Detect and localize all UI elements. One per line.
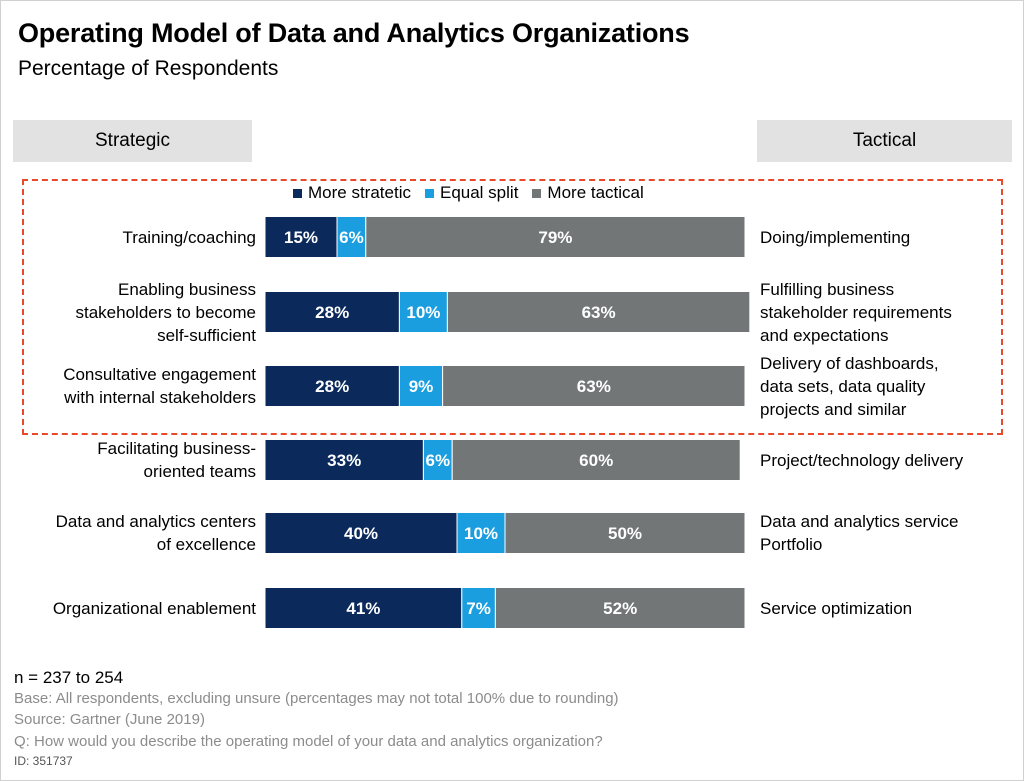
bar-equal-row-5 [461,587,496,629]
bar-equal-row-1 [398,291,448,333]
category-label-row-2: Consultative engagement with internal sta… [12,363,256,409]
data-label-tactical-row-5: 52% [603,599,637,618]
bar-strategic-row-2 [264,365,400,407]
data-label-tactical-row-4: 50% [608,524,642,543]
data-label-equal-row-1: 10% [406,303,440,322]
legend-label-equal: Equal split [439,183,519,202]
data-label-equal-row-3: 6% [426,451,451,470]
data-label-tactical-row-2: 63% [577,377,611,396]
tactical-label-line: Service optimization [760,598,913,618]
legend-item-equal: Equal split [424,183,519,203]
data-label-strategic-row-1: 28% [315,303,349,322]
data-label-tactical-row-3: 60% [579,451,613,470]
bar-strategic-row-5 [264,587,463,629]
legend-swatch-equal [424,188,434,198]
data-label-strategic-row-3: 33% [327,451,361,470]
bar-tactical-row-3 [451,439,741,481]
data-label-equal-row-4: 10% [464,524,498,543]
tactical-label-line: Data and analytics service [760,512,959,531]
tactical-header-label: Tactical [852,130,917,151]
category-label-line: Consultative engagement [63,365,256,384]
question-note: Q: How would you describe the operating … [14,733,603,750]
bar-tactical-row-1 [446,291,751,333]
category-label-line: Data and analytics centers [55,512,256,531]
tactical-label-row-0: Doing/implementing [760,226,1010,249]
bar-strategic-row-3 [264,439,424,481]
tactical-label-line: Project/technology delivery [760,450,964,470]
chart-legend: More stratetic Equal split More tactical [293,183,644,203]
data-label-equal-row-5: 7% [466,599,491,618]
tactical-label-line: and expectations [760,325,889,345]
tactical-label-line: Portfolio [760,535,823,554]
legend-item-tactical: More tactical [532,183,644,203]
legend-swatch-tactical [532,188,542,198]
category-label-line: of excellence [156,535,256,554]
data-label-tactical-row-0: 79% [538,228,572,247]
data-label-strategic-row-5: 41% [346,599,380,618]
legend-label-tactical: More tactical [547,183,644,202]
tactical-label-row-1: Fulfilling business stakeholder requireme… [760,278,1010,347]
bar-strategic-row-1 [264,291,400,333]
data-label-strategic-row-0: 15% [284,228,318,247]
tactical-label-row-3: Project/technology delivery [760,449,1010,472]
bar-tactical-row-0 [365,216,746,258]
source-note: Source: Gartner (June 2019) [14,711,205,728]
category-label-line: Organizational enablement [52,598,256,618]
chart-id: ID: 351737 [14,754,73,768]
tactical-header: Tactical [757,120,1012,162]
tactical-label-row-2: Delivery of dashboards, data sets, data q… [760,352,1010,421]
bar-equal-row-2 [398,365,444,407]
bar-equal-row-3 [422,439,453,481]
tactical-label-row-5: Service optimization [760,597,1010,620]
category-label-row-5: Organizational enablement [12,597,256,620]
tactical-label-line: data sets, data quality [760,376,926,396]
chart-title: Operating Model of Data and Analytics Or… [18,18,690,48]
category-label-row-4: Data and analytics centers of excellence [12,510,256,556]
sample-size: n = 237 to 254 [14,668,124,687]
category-label-row-1: Enabling business stakeholders to become s… [12,278,257,347]
tactical-label-line: projects and similar [760,399,907,419]
bar-strategic-row-0 [264,216,338,258]
highlight-box [22,179,1003,435]
category-label-line: with internal stakeholders [64,388,256,407]
tactical-label-line: Fulfilling business [760,279,895,299]
bar-tactical-row-2 [442,365,746,407]
category-label-line: Training/coaching [122,227,256,247]
data-label-equal-row-0: 6% [339,228,364,247]
strategic-header: Strategic [13,120,252,162]
legend-swatch-strategic [293,188,302,198]
tactical-label-line: stakeholder requirements [760,302,952,322]
category-label-row-3: Facilitating business-oriented teams [12,437,256,483]
bar-tactical-row-4 [504,512,746,554]
category-label-line: Enabling business [118,279,256,299]
category-label-line: Facilitating business- [97,439,256,458]
legend-label-strategic: More stratetic [308,183,411,202]
base-note: Base: All respondents, excluding unsure … [14,690,619,707]
tactical-label-line: Delivery of dashboards, [760,353,939,373]
data-label-strategic-row-2: 28% [315,377,349,396]
tactical-label-row-4: Data and analytics service Portfolio [760,510,1010,556]
category-label-line: stakeholders to become [75,302,257,322]
data-label-strategic-row-4: 40% [344,524,378,543]
strategic-header-label: Strategic [95,130,170,151]
bar-strategic-row-4 [264,512,458,554]
category-label-line: self-sufficient [157,325,256,345]
data-label-tactical-row-1: 63% [582,303,616,322]
bar-equal-row-0 [336,216,367,258]
category-label-line: oriented teams [143,462,256,481]
legend-item-strategic: More stratetic [293,183,411,203]
data-label-equal-row-2: 9% [409,377,434,396]
category-label-row-0: Training/coaching [12,226,256,249]
bar-tactical-row-5 [494,587,746,629]
chart-subtitle: Percentage of Respondents [18,57,279,80]
tactical-label-line: Doing/implementing [760,227,911,247]
